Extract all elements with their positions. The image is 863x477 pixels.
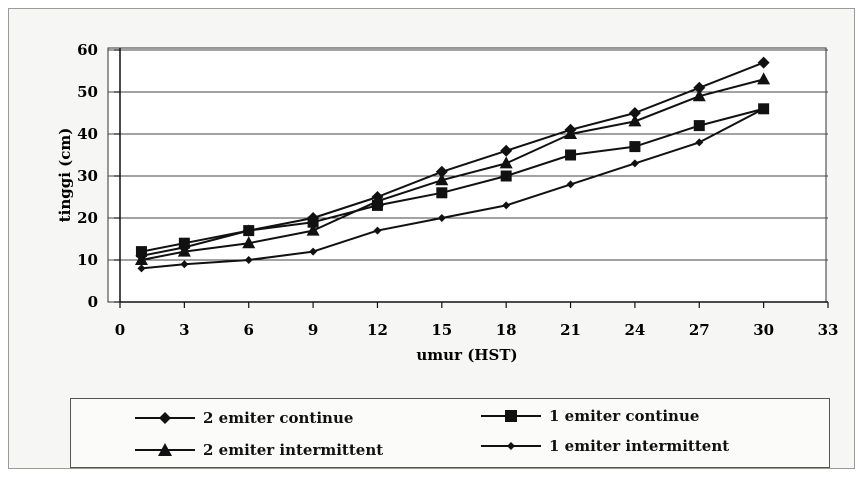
data-point-small-diamond — [502, 201, 511, 210]
data-point-small-diamond — [244, 256, 253, 264]
plot-area — [107, 47, 827, 303]
legend-item-2-emiter-intermittent: 2 emiter intermittent — [135, 441, 383, 459]
data-point-small-diamond — [180, 260, 189, 269]
legend-label: 2 emiter intermittent — [203, 441, 384, 459]
x-tick-labels: 0 3 6 9 12 15 18 21 24 27 30 33 — [115, 321, 839, 339]
x-tick-label: 30 — [753, 321, 774, 339]
x-tick-label: 33 — [818, 321, 839, 339]
data-point-square — [500, 170, 512, 182]
legend-item-2-emiter-continue: 2 emiter continue — [135, 409, 353, 427]
data-point-diamond — [500, 144, 513, 157]
data-point-triangle — [177, 244, 191, 257]
data-point-triangle — [628, 114, 642, 127]
series-4 — [137, 104, 768, 273]
x-tick-label: 12 — [367, 321, 388, 339]
legend-item-1-emiter-intermittent: 1 emiter intermittent — [481, 437, 729, 455]
axes — [114, 48, 829, 308]
data-point-small-diamond — [437, 214, 446, 222]
data-point-small-diamond — [373, 226, 382, 235]
data-point-small-diamond — [309, 247, 318, 256]
series-group — [134, 56, 771, 273]
y-tick-labels: 0 10 20 30 40 50 60 — [77, 41, 98, 311]
line-chart: 0 3 6 9 12 15 18 21 24 27 30 33 0 10 20 30 40 50 60 umur … — [56, 41, 839, 364]
y-axis-title: tinggi (cm) — [56, 128, 74, 223]
y-tick-label: 60 — [77, 41, 98, 59]
data-point-small-diamond — [630, 159, 639, 168]
data-point-diamond — [628, 107, 641, 119]
legend-swatch-small-diamond — [481, 442, 541, 450]
legend-swatch-square — [481, 410, 541, 422]
data-point-small-diamond — [695, 138, 704, 147]
y-tick-label: 20 — [77, 209, 98, 227]
data-point-diamond — [693, 81, 706, 94]
legend-item-1-emiter-continue: 1 emiter continue — [481, 407, 699, 425]
x-tick-label: 0 — [115, 321, 125, 339]
x-tick-label: 15 — [431, 321, 452, 339]
data-point-square — [243, 225, 255, 237]
data-point-triangle — [435, 173, 449, 186]
data-point-square — [307, 216, 319, 228]
data-point-square — [135, 246, 147, 258]
data-point-square — [693, 120, 705, 132]
y-tick-label: 30 — [77, 167, 98, 185]
data-point-square — [629, 141, 641, 153]
data-point-triangle — [757, 72, 771, 85]
gridlines — [108, 49, 828, 261]
legend-swatch-triangle — [135, 443, 195, 456]
data-point-triangle — [306, 223, 320, 236]
data-point-triangle — [134, 253, 148, 265]
y-tick-label: 40 — [77, 125, 98, 143]
x-axis-title: umur (HST) — [416, 346, 517, 364]
data-point-square — [178, 237, 190, 249]
data-point-small-diamond — [759, 104, 768, 113]
x-tick-label: 21 — [560, 321, 581, 339]
data-point-square — [565, 149, 577, 161]
data-point-triangle — [564, 127, 578, 139]
x-tick-label: 27 — [689, 321, 710, 339]
legend-label: 2 emiter continue — [203, 409, 354, 427]
data-point-diamond — [757, 56, 770, 69]
x-tick-label: 3 — [179, 321, 189, 339]
x-tick-label: 18 — [496, 321, 517, 339]
series-3 — [134, 72, 771, 265]
y-tick-label: 10 — [77, 251, 98, 269]
data-point-triangle — [370, 194, 384, 207]
x-tick-label: 6 — [244, 321, 254, 339]
data-point-diamond — [435, 165, 448, 178]
legend: 2 emiter continue 1 emiter continue 2 em… — [70, 398, 830, 468]
data-point-square — [436, 187, 448, 199]
legend-label: 1 emiter continue — [549, 407, 700, 425]
series-2 — [135, 103, 770, 258]
data-point-triangle — [242, 236, 256, 249]
x-tick-label: 24 — [624, 321, 645, 339]
legend-label: 1 emiter intermittent — [549, 437, 730, 455]
data-point-triangle — [692, 89, 706, 102]
y-tick-label: 50 — [77, 83, 98, 101]
data-point-triangle — [499, 156, 513, 169]
data-point-small-diamond — [137, 264, 146, 273]
data-point-small-diamond — [566, 180, 575, 189]
x-tick-label: 9 — [308, 321, 318, 339]
y-tick-label: 0 — [88, 293, 98, 311]
legend-swatch-diamond — [135, 412, 195, 424]
